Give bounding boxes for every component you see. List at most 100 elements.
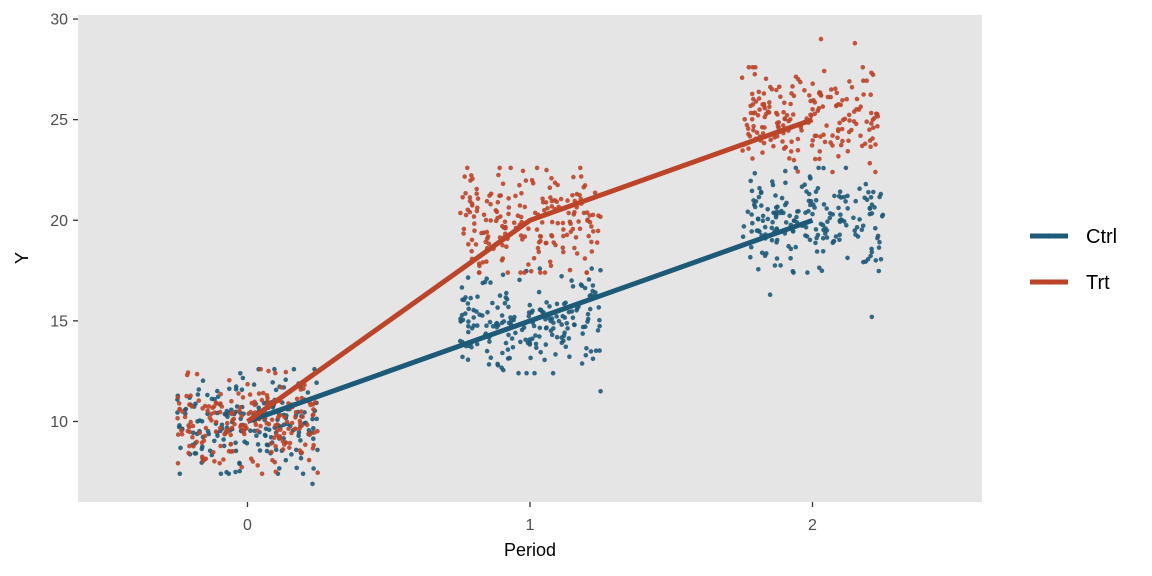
point-trt xyxy=(213,429,219,434)
point-trt xyxy=(474,208,480,214)
point-ctrl xyxy=(458,319,464,324)
point-ctrl xyxy=(474,341,480,347)
point-ctrl xyxy=(471,307,476,313)
point-ctrl xyxy=(838,212,843,217)
point-trt xyxy=(824,123,829,128)
point-ctrl xyxy=(759,203,764,208)
point-trt xyxy=(560,245,566,251)
point-trt xyxy=(750,156,755,161)
point-ctrl xyxy=(813,198,819,203)
point-trt xyxy=(244,425,249,431)
point-trt xyxy=(256,391,262,396)
point-ctrl xyxy=(793,165,799,171)
point-ctrl xyxy=(808,199,814,204)
point-trt xyxy=(207,415,213,421)
point-ctrl xyxy=(523,337,528,343)
point-ctrl xyxy=(521,325,527,330)
point-trt xyxy=(227,378,232,383)
point-trt xyxy=(472,228,477,233)
point-trt xyxy=(868,110,874,116)
point-trt xyxy=(246,411,251,417)
point-ctrl xyxy=(869,246,874,252)
point-ctrl xyxy=(748,178,753,184)
point-trt xyxy=(258,366,264,372)
point-ctrl xyxy=(457,338,463,344)
point-trt xyxy=(596,213,601,218)
point-ctrl xyxy=(502,301,508,306)
point-trt xyxy=(177,407,182,412)
point-ctrl xyxy=(238,371,243,376)
point-ctrl xyxy=(270,380,276,385)
point-trt xyxy=(255,428,260,434)
point-trt xyxy=(462,174,468,179)
point-trt xyxy=(228,442,233,447)
point-ctrl xyxy=(845,206,850,211)
point-trt xyxy=(586,233,591,239)
point-ctrl xyxy=(590,283,596,288)
y-tick-label: 25 xyxy=(50,112,68,129)
point-trt xyxy=(310,446,316,451)
point-trt xyxy=(840,138,845,144)
point-trt xyxy=(875,124,880,129)
point-ctrl xyxy=(868,253,873,259)
point-ctrl xyxy=(589,266,594,271)
point-ctrl xyxy=(463,295,468,300)
point-ctrl xyxy=(867,206,873,211)
point-ctrl xyxy=(504,290,509,296)
point-ctrl xyxy=(862,195,867,201)
point-trt xyxy=(229,425,235,431)
point-trt xyxy=(746,146,751,151)
point-ctrl xyxy=(460,354,465,360)
point-ctrl xyxy=(291,366,297,372)
point-trt xyxy=(840,98,845,103)
point-trt xyxy=(277,434,283,439)
point-trt xyxy=(788,101,793,107)
point-ctrl xyxy=(199,446,205,452)
point-trt xyxy=(182,414,188,420)
point-trt xyxy=(273,443,278,449)
point-trt xyxy=(594,240,600,245)
point-trt xyxy=(846,112,852,118)
point-trt xyxy=(754,130,760,135)
point-ctrl xyxy=(484,323,489,329)
point-trt xyxy=(500,181,506,187)
point-ctrl xyxy=(751,198,756,203)
point-trt xyxy=(194,439,199,445)
point-trt xyxy=(186,423,191,428)
point-trt xyxy=(273,370,278,376)
point-trt xyxy=(565,198,570,203)
point-trt xyxy=(187,429,193,435)
point-ctrl xyxy=(773,205,779,210)
point-ctrl xyxy=(765,216,771,222)
point-trt xyxy=(782,116,788,121)
point-ctrl xyxy=(495,361,500,367)
point-trt xyxy=(202,433,208,439)
point-trt xyxy=(312,430,317,435)
point-trt xyxy=(284,419,290,425)
point-trt xyxy=(749,91,755,97)
point-trt xyxy=(289,430,294,436)
point-trt xyxy=(304,422,310,428)
point-trt xyxy=(214,401,219,406)
point-trt xyxy=(869,70,874,76)
point-ctrl xyxy=(833,234,839,239)
point-trt xyxy=(488,218,494,223)
point-trt xyxy=(536,240,542,245)
point-trt xyxy=(497,193,502,199)
point-trt xyxy=(582,183,588,188)
point-ctrl xyxy=(296,430,302,435)
point-trt xyxy=(544,167,549,173)
point-ctrl xyxy=(503,340,509,346)
point-ctrl xyxy=(537,325,543,331)
point-trt xyxy=(513,193,518,199)
point-ctrl xyxy=(283,457,289,463)
point-ctrl xyxy=(804,189,809,194)
point-trt xyxy=(760,150,765,155)
point-trt xyxy=(548,195,553,200)
point-trt xyxy=(237,408,242,414)
point-trt xyxy=(293,410,299,415)
point-trt xyxy=(299,409,304,414)
point-trt xyxy=(751,127,756,133)
point-trt xyxy=(253,422,259,428)
point-ctrl xyxy=(563,300,568,306)
